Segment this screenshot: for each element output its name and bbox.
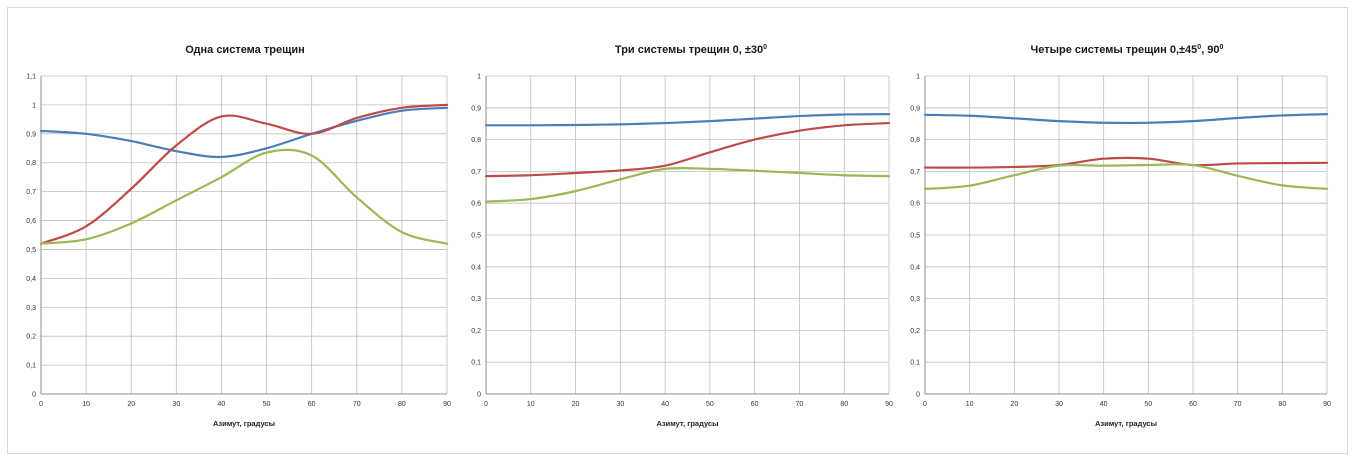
- series-line-1: [484, 113, 891, 127]
- x-tick-label: 20: [1010, 401, 1018, 408]
- y-tick-label: 0,1: [26, 363, 36, 370]
- y-tick-label: 0: [477, 392, 481, 399]
- series-line-2: [484, 121, 891, 178]
- chart-2: Три системы трещин 0, ±300 0 0,1 0,2 0,3 0,4 0…: [471, 44, 893, 428]
- y-tick-label: 0,4: [910, 264, 920, 271]
- charts-canvas: Одна система трещин 0 0,1 0,2 0,3 0,4 0,5 0,6 0,…: [26, 44, 1331, 428]
- y-tick-label: 0,5: [910, 233, 920, 240]
- y-tick-label: 0,1: [910, 360, 920, 367]
- x-tick-label: 70: [353, 401, 361, 408]
- x-tick-label: 30: [616, 401, 624, 408]
- y-tick-label: 0,6: [910, 201, 920, 208]
- x-tick-label: 60: [1189, 401, 1197, 408]
- x-tick-label: 80: [398, 401, 406, 408]
- y-tick-label: 0,3: [471, 296, 481, 303]
- x-tick-label: 90: [1323, 401, 1331, 408]
- y-tick-label: 0: [32, 392, 36, 399]
- y-tick-label: 0,5: [26, 247, 36, 254]
- x-tick-label: 60: [751, 401, 759, 408]
- y-tick-label: 0,8: [26, 160, 36, 167]
- y-tick-label: 0,7: [26, 189, 36, 196]
- y-tick-label: 1: [477, 74, 481, 81]
- y-tick-label: 0,9: [26, 131, 36, 138]
- x-tick-label: 90: [885, 401, 893, 408]
- chart-title: Одна система трещин: [185, 44, 305, 56]
- y-tick-label: 0,9: [471, 105, 481, 112]
- series-line-1: [923, 113, 1329, 125]
- x-tick-label: 30: [172, 401, 180, 408]
- y-tick-label: 1: [916, 74, 920, 81]
- y-tick-label: 1: [32, 102, 36, 109]
- y-tick-label: 0,3: [26, 305, 36, 312]
- y-tick-label: 0,3: [910, 296, 920, 303]
- x-tick-label: 80: [1278, 401, 1286, 408]
- x-tick-label: 40: [218, 401, 226, 408]
- x-tick-label: 50: [706, 401, 714, 408]
- x-tick-label: 0: [39, 401, 43, 408]
- y-tick-label: 0,7: [471, 169, 481, 176]
- x-tick-label: 50: [1144, 401, 1152, 408]
- y-tick-label: 0,4: [471, 264, 481, 271]
- y-tick-label: 1,1: [26, 74, 36, 81]
- series-line-1: [39, 106, 449, 159]
- series-line-3: [484, 166, 891, 203]
- x-tick-label: 60: [308, 401, 316, 408]
- chart-1: Одна система трещин 0 0,1 0,2 0,3 0,4 0,5 0,6 0,…: [26, 44, 451, 428]
- chart-title: Три системы трещин 0, ±300: [615, 44, 767, 56]
- series-line-3: [923, 163, 1329, 190]
- x-tick-label: 40: [661, 401, 669, 408]
- chart-3: Четыре системы трещин 0,±450, 900 0 0,1 0,2…: [910, 44, 1331, 428]
- chart-title: Четыре системы трещин 0,±450, 900: [1031, 44, 1224, 56]
- y-tick-label: 0: [916, 392, 920, 399]
- x-tick-label: 0: [923, 401, 927, 408]
- y-tick-label: 0,4: [26, 276, 36, 283]
- x-tick-label: 10: [527, 401, 535, 408]
- x-axis-label: Азимут, градусы: [1095, 419, 1157, 428]
- x-tick-label: 30: [1055, 401, 1063, 408]
- series-line-2: [39, 103, 449, 245]
- y-tick-label: 0,5: [471, 233, 481, 240]
- y-tick-label: 0,2: [471, 328, 481, 335]
- x-tick-label: 70: [1234, 401, 1242, 408]
- series-line-2: [923, 156, 1329, 169]
- y-tick-label: 0,2: [26, 334, 36, 341]
- x-tick-label: 90: [443, 401, 451, 408]
- x-tick-label: 10: [966, 401, 974, 408]
- y-tick-label: 0,6: [26, 218, 36, 225]
- chart-frame: Одна система трещин 0 0,1 0,2 0,3 0,4 0,5 0,6 0,…: [7, 7, 1348, 454]
- x-tick-label: 10: [82, 401, 90, 408]
- x-axis-label: Азимут, градусы: [656, 419, 718, 428]
- x-tick-label: 70: [796, 401, 804, 408]
- x-tick-label: 40: [1100, 401, 1108, 408]
- y-tick-label: 0,1: [471, 360, 481, 367]
- x-tick-label: 0: [484, 401, 488, 408]
- y-tick-label: 0,6: [471, 201, 481, 208]
- x-tick-label: 80: [840, 401, 848, 408]
- y-tick-label: 0,8: [910, 137, 920, 144]
- x-tick-label: 20: [127, 401, 135, 408]
- x-tick-label: 20: [572, 401, 580, 408]
- y-tick-label: 0,2: [910, 328, 920, 335]
- y-tick-label: 0,8: [471, 137, 481, 144]
- x-axis-label: Азимут, градусы: [213, 419, 275, 428]
- series-line-3: [39, 148, 449, 245]
- x-tick-label: 50: [263, 401, 271, 408]
- y-tick-label: 0,7: [910, 169, 920, 176]
- y-tick-label: 0,9: [910, 105, 920, 112]
